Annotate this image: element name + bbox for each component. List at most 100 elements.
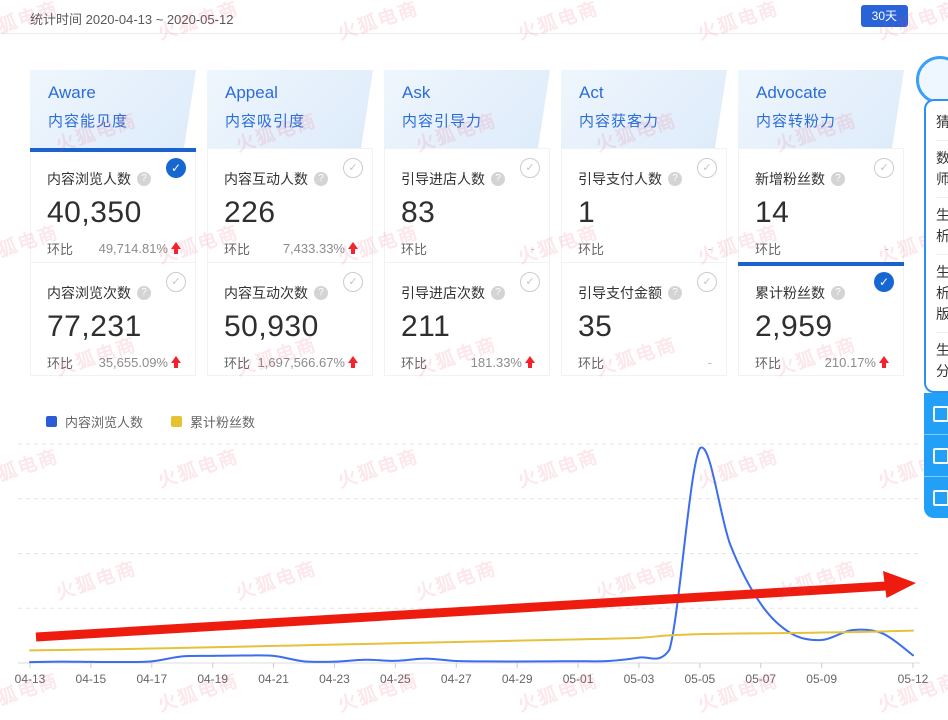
up-arrow-icon: [171, 356, 181, 369]
side-panel-item-line: 分: [936, 363, 948, 379]
help-icon[interactable]: ?: [137, 286, 151, 300]
stage-name-zh: 内容引导力: [402, 113, 483, 130]
help-icon[interactable]: ?: [831, 286, 845, 300]
range-30days-button[interactable]: 30天: [860, 5, 908, 27]
metric-value: 14: [755, 196, 790, 229]
help-icon[interactable]: ?: [668, 286, 682, 300]
side-panel-action-button[interactable]: [924, 477, 948, 518]
side-panel-item-line: 版: [936, 306, 948, 322]
x-tick-label: 05-05: [685, 672, 716, 686]
up-arrow-icon: [348, 356, 358, 369]
compare-change: 181.33%: [470, 355, 522, 370]
legend-item-fans[interactable]: 累计粉丝数: [171, 412, 255, 431]
side-panel-action-button[interactable]: [924, 435, 948, 477]
funnel-column-act: Act 内容获客力 ✓ 引导支付人数 ? 1 环比 - ✓ 引导支付金额: [561, 70, 727, 376]
funnel-metrics: Aware 内容能见度 ✓ 内容浏览人数 ? 40,350 环比 49,714.…: [30, 70, 904, 376]
metric-card[interactable]: ✓ 引导支付金额 ? 35 环比 -: [562, 262, 726, 375]
compare-value: 181.33%: [471, 355, 535, 370]
legend-label: 累计粉丝数: [190, 415, 256, 430]
help-icon[interactable]: ?: [491, 172, 505, 186]
topbar: 统计时间 2020-04-13 ~ 2020-05-12 30天: [0, 0, 948, 34]
funnel-stage-header: Aware 内容能见度: [30, 70, 196, 148]
stage-cards: ✓ 引导进店人数 ? 83 环比 - ✓ 引导进店次数 ? 211: [384, 148, 550, 376]
metric-value: 35: [578, 310, 613, 343]
panel-tool-icon: [933, 490, 948, 506]
side-panel-item-line: 生: [936, 264, 948, 280]
metric-card[interactable]: ✓ 引导进店次数 ? 211 环比 181.33%: [385, 262, 549, 375]
x-tick-label: 05-03: [624, 672, 655, 686]
side-panel-item[interactable]: 生 析: [936, 198, 948, 255]
x-tick-label: 05-09: [806, 672, 837, 686]
metric-card[interactable]: ✓ 累计粉丝数 ? 2,959 环比 210.17%: [738, 262, 904, 375]
compare-value: -: [885, 241, 889, 256]
metric-card[interactable]: ✓ 内容互动次数 ? 50,930 环比 1,697,566.67%: [208, 262, 372, 375]
side-panel-action-button[interactable]: [924, 393, 948, 435]
metric-card[interactable]: ✓ 内容互动人数 ? 226 环比 7,433.33%: [208, 149, 372, 262]
compare-change: -: [707, 241, 712, 256]
up-arrow-icon: [348, 242, 358, 255]
metric-card[interactable]: ✓ 内容浏览次数 ? 77,231 环比 35,655.09%: [31, 262, 195, 375]
side-panel-item[interactable]: 猜: [936, 105, 948, 141]
compare-value: 1,697,566.67%: [258, 355, 358, 370]
side-panel-item-line: 析: [936, 285, 948, 301]
compare-label: 环比: [578, 356, 605, 371]
assistant-launcher-icon[interactable]: [916, 56, 948, 104]
compare-change: 7,433.33%: [282, 241, 345, 256]
stage-cards: ✓ 内容浏览人数 ? 40,350 环比 49,714.81% ✓ 内容浏览次数…: [30, 148, 196, 376]
compare-label: 环比: [401, 242, 428, 257]
compare-label: 环比: [224, 242, 251, 257]
metric-card[interactable]: ✓ 内容浏览人数 ? 40,350 环比 49,714.81%: [30, 148, 196, 262]
help-icon[interactable]: ?: [831, 172, 845, 186]
stat-time-label: 统计时间 2020-04-13 ~ 2020-05-12: [30, 12, 234, 27]
funnel-column-ask: Ask 内容引导力 ✓ 引导进店人数 ? 83 环比 - ✓ 引导进店次数: [384, 70, 550, 376]
metric-card[interactable]: ✓ 引导进店人数 ? 83 环比 -: [385, 149, 549, 262]
funnel-stage-header: Appeal 内容吸引度: [207, 70, 373, 148]
compare-value: -: [708, 241, 712, 256]
side-panel: 猜 数 师 生 析 生 析 版 生 分: [924, 99, 948, 518]
metric-label: 引导进店次数: [401, 285, 485, 301]
help-icon[interactable]: ?: [137, 172, 151, 186]
x-tick-label: 04-19: [197, 672, 228, 686]
compare-value: -: [708, 355, 712, 370]
x-tick-label: 04-17: [136, 672, 167, 686]
check-icon: ✓: [697, 158, 717, 178]
legend-swatch-blue: [46, 416, 57, 427]
help-icon[interactable]: ?: [491, 286, 505, 300]
compare-change: -: [884, 241, 889, 256]
check-icon: ✓: [343, 272, 363, 292]
metric-label: 内容互动人数: [224, 171, 308, 187]
stage-name-en: Act: [579, 83, 604, 102]
help-icon[interactable]: ?: [314, 172, 328, 186]
compare-label: 环比: [755, 242, 782, 257]
compare-value: 210.17%: [825, 355, 889, 370]
x-tick-label: 04-25: [380, 672, 411, 686]
help-icon[interactable]: ?: [314, 286, 328, 300]
metric-card[interactable]: ✓ 新增粉丝数 ? 14 环比 -: [739, 149, 903, 262]
compare-label: 环比: [401, 356, 428, 371]
x-tick-label: 04-21: [258, 672, 289, 686]
trend-arrow-shaft: [35, 581, 887, 642]
compare-value: 49,714.81%: [99, 241, 181, 256]
funnel-column-advocate: Advocate 内容转粉力 ✓ 新增粉丝数 ? 14 环比 - ✓ 累计粉丝数: [738, 70, 904, 376]
side-panel-menu: 猜 数 师 生 析 生 析 版 生 分: [924, 99, 948, 393]
stage-name-en: Appeal: [225, 83, 278, 102]
side-panel-item[interactable]: 生 析 版: [936, 255, 948, 333]
panel-tool-icon: [933, 448, 948, 464]
x-tick-label: 04-15: [76, 672, 107, 686]
chart-legend: 内容浏览人数 累计粉丝数: [46, 412, 255, 431]
metric-label: 内容互动次数: [224, 285, 308, 301]
metric-value: 1: [578, 196, 596, 229]
help-icon[interactable]: ?: [668, 172, 682, 186]
x-tick-label: 04-27: [441, 672, 472, 686]
x-tick-label: 05-12: [898, 672, 929, 686]
legend-item-views[interactable]: 内容浏览人数: [46, 412, 143, 431]
compare-change: 1,697,566.67%: [257, 355, 345, 370]
check-icon: ✓: [874, 158, 894, 178]
side-panel-item[interactable]: 数 师: [936, 141, 948, 198]
metric-card[interactable]: ✓ 引导支付人数 ? 1 环比 -: [562, 149, 726, 262]
up-arrow-icon: [879, 356, 889, 369]
metric-label: 内容浏览人数: [47, 171, 131, 187]
side-panel-item-line: 生: [936, 207, 948, 223]
side-panel-item[interactable]: 生 分: [936, 333, 948, 389]
metric-value: 226: [224, 196, 276, 229]
